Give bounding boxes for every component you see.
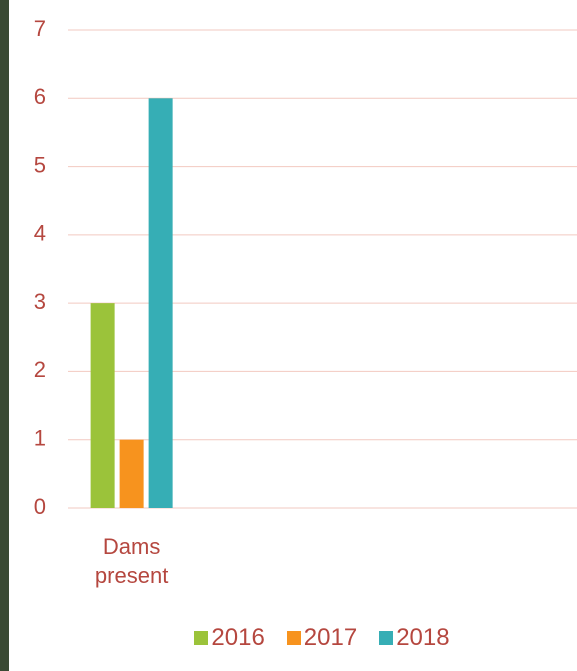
legend-swatch	[194, 631, 209, 645]
legend-swatch	[286, 631, 301, 645]
y-tick-label: 7	[34, 16, 46, 41]
legend-label: 2017	[303, 624, 358, 651]
legend-item: 2018	[379, 624, 450, 652]
legend: 2016 2017 2018	[0, 624, 577, 652]
legend-label: 2018	[396, 624, 450, 651]
y-tick-label: 3	[34, 289, 46, 314]
bar	[119, 439, 144, 508]
y-tick-label: 0	[34, 494, 46, 519]
legend-swatch	[379, 631, 394, 645]
y-tick-label: 5	[34, 152, 46, 177]
bar	[90, 303, 115, 508]
x-tick-label: Dams present	[94, 534, 169, 588]
y-tick-label: 6	[34, 84, 46, 109]
y-tick-label: 2	[34, 357, 46, 382]
photo-edge	[0, 0, 9, 671]
bar	[148, 98, 173, 509]
y-tick-label: 4	[34, 221, 46, 246]
legend-item: 2016	[194, 624, 265, 652]
y-tick-label: 1	[34, 426, 46, 451]
legend-label: 2016	[211, 624, 265, 651]
legend-item: 2017	[286, 624, 358, 652]
